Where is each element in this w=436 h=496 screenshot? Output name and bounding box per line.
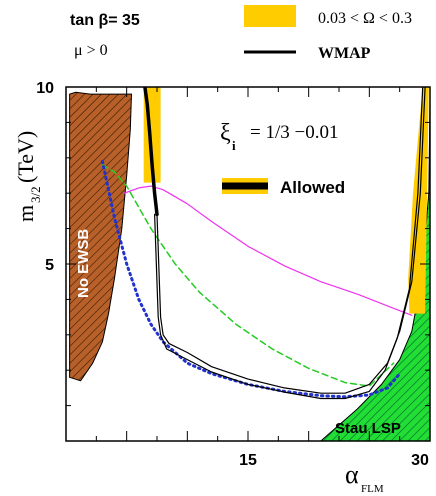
series-green-dash: [101, 164, 395, 387]
y-axis-label-unit: (TeV): [13, 131, 38, 183]
xi-subscript: i: [232, 138, 236, 153]
region-omega-band-right: [408, 87, 429, 314]
tan-beta-label: tan β= 35: [70, 12, 140, 29]
legend-line-label: WMAP: [318, 45, 371, 62]
xi-symbol: ξ: [220, 120, 231, 146]
x-tick-label: 15: [239, 452, 257, 469]
series-magenta: [123, 185, 413, 316]
xi-value: = 1/3 −0.01: [250, 122, 338, 143]
y-tick-label: 10: [36, 80, 54, 97]
no-ewsb-label: No EWSB: [75, 229, 92, 298]
y-axis-label: m 3/2 (TeV): [13, 131, 43, 222]
legend-band-swatch: [244, 5, 296, 27]
x-axis-label-main: α: [345, 460, 359, 489]
series-wmap-upper: [156, 87, 426, 394]
series-wmap-left: [143, 87, 159, 217]
allowed-label: Allowed: [280, 178, 345, 197]
y-axis-label-main: m: [13, 205, 38, 222]
x-axis-label: α FLM: [345, 460, 384, 495]
x-axis-label-sub: FLM: [361, 483, 384, 495]
series-blue-dot: [100, 159, 402, 399]
plot-area: [69, 87, 430, 441]
region-no-ewsb: [69, 91, 133, 382]
x-tick-label: 30: [411, 452, 429, 469]
legend-band-label: 0.03 < Ω < 0.3: [318, 10, 412, 27]
series-wmap-lower: [154, 87, 424, 400]
axis-ticks: [66, 87, 430, 441]
stau-lsp-label: Stau LSP: [335, 420, 401, 437]
y-axis-label-sub: 3/2: [28, 186, 43, 203]
mu-label: μ > 0: [74, 42, 108, 59]
y-tick-label: 5: [45, 257, 54, 274]
